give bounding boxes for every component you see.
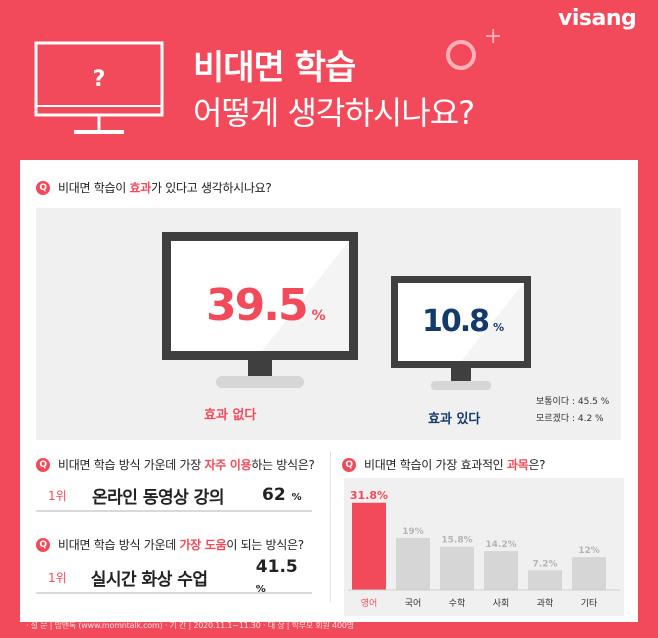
question-text: 비대면 학습이: [58, 181, 130, 195]
question-text-end: 은?: [528, 458, 546, 472]
monitor-question-mark: ?: [93, 67, 106, 92]
no-effect-unit: %: [311, 308, 326, 324]
bar-0: [352, 502, 386, 590]
question-text: 비대면 학습 방식 가운데: [58, 538, 180, 552]
effect-value: 10.8 %: [422, 304, 504, 339]
bar-value-label-2: 15.8%: [441, 536, 472, 546]
no-effect-number: 39.5: [206, 280, 309, 331]
bar-value-label-1: 19%: [402, 527, 424, 537]
monitor-effect-icon: [391, 276, 531, 390]
category-label-5: 기타: [581, 598, 598, 609]
bar-4: [528, 570, 562, 590]
question-text: 비대면 학습이 가장 효과적인: [364, 458, 507, 472]
page-title: 비대면 학습: [193, 48, 356, 88]
column-divider: [330, 452, 331, 602]
category-label-3: 사회: [493, 598, 510, 609]
note-normal: 보통이다 : 45.5 %: [536, 397, 610, 407]
category-label-4: 과학: [537, 598, 554, 609]
question-badge: Q: [36, 180, 50, 195]
bar-value-label-4: 7.2%: [533, 559, 558, 569]
question-badge: Q: [342, 457, 356, 472]
answer-unit: %: [291, 492, 302, 503]
effect-label: 효과 있다: [428, 412, 481, 427]
subject-bar-chart: 31.8% 영어 19% 국어 15.8% 수학 14.2% 사회 7.2% 과학 12% 기타: [344, 478, 624, 616]
brand-logo: visang: [558, 6, 637, 31]
question-highlight: 효과: [129, 181, 151, 195]
page-subtitle: 어떻게 생각하시나요?: [193, 94, 475, 132]
question-badge: Q: [36, 457, 50, 472]
footer-source: · 설 문 | 맘앤톡 (www.momntalk.com) · 기 간 | 2…: [26, 621, 354, 630]
rank-label: 1위: [48, 570, 67, 585]
no-effect-value: 39.5 %: [206, 280, 326, 331]
rank-label: 1위: [48, 488, 67, 503]
question-badge: Q: [36, 537, 50, 552]
question-highlight: 과목: [506, 458, 529, 472]
q1-result-panel: 39.5 % 효과 없다 10.8 % 효과 있다 보통이다 : 45.5 % …: [36, 208, 621, 440]
question-text-end: 하는 방식은?: [251, 458, 315, 472]
bar-3: [484, 551, 518, 590]
note-unknown: 모르겠다 : 4.2 %: [536, 414, 604, 424]
effect-number: 10.8: [422, 304, 490, 339]
decorative-circle: [446, 40, 476, 70]
bar-5: [572, 557, 606, 590]
question-1: Q 비대면 학습이 효과가 있다고 생각하시나요?: [36, 179, 272, 196]
answer-number: 41.5: [255, 557, 298, 577]
monitor-no-effect-icon: [162, 232, 358, 388]
bar-value-label-0: 31.8%: [350, 489, 388, 502]
content-card: Q 비대면 학습이 효과가 있다고 생각하시나요? 39.5 % 효과 없다 1…: [20, 160, 638, 622]
question-highlight: 자주 이용: [204, 458, 252, 472]
no-effect-label: 효과 없다: [204, 408, 257, 423]
question-3: Q 비대면 학습 방식 가운데 가장 도움이 되는 방식은?: [36, 536, 304, 553]
q3-answer-row: 1위 실시간 화상 수업 41.5 %: [36, 557, 312, 595]
question-text: 비대면 학습 방식 가운데 가장: [58, 458, 205, 472]
bar-2: [440, 546, 474, 590]
question-text-end: 이 되는 방식은?: [226, 538, 304, 552]
question-2: Q 비대면 학습 방식 가운데 가장 자주 이용하는 방식은?: [36, 456, 315, 473]
bar-value-label-5: 12%: [578, 546, 600, 556]
question-highlight: 가장 도움: [179, 538, 227, 552]
answer-value: 41.5 %: [256, 557, 312, 597]
effect-unit: %: [493, 321, 505, 334]
question-text-end: 가 있다고 생각하시나요?: [150, 181, 272, 195]
answer-text: 실시간 화상 수업: [90, 569, 208, 590]
answer-unit: %: [255, 584, 266, 595]
chart-background: [344, 478, 624, 616]
answer-text: 온라인 동영상 강의: [92, 487, 224, 508]
question-4: Q 비대면 학습이 가장 효과적인 과목은?: [342, 456, 546, 473]
category-label-2: 수학: [449, 598, 466, 609]
bar-value-label-3: 14.2%: [485, 540, 516, 550]
category-label-0: 영어: [361, 598, 378, 609]
monitor-question-icon: ?: [34, 41, 164, 134]
q2-answer-row: 1위 온라인 동영상 강의 62 %: [36, 480, 312, 512]
answer-number: 62: [262, 485, 286, 505]
category-label-1: 국어: [405, 598, 422, 609]
bar-1: [396, 537, 430, 590]
decorative-plus-icon: +: [484, 24, 503, 49]
answer-value: 62 %: [262, 485, 302, 505]
